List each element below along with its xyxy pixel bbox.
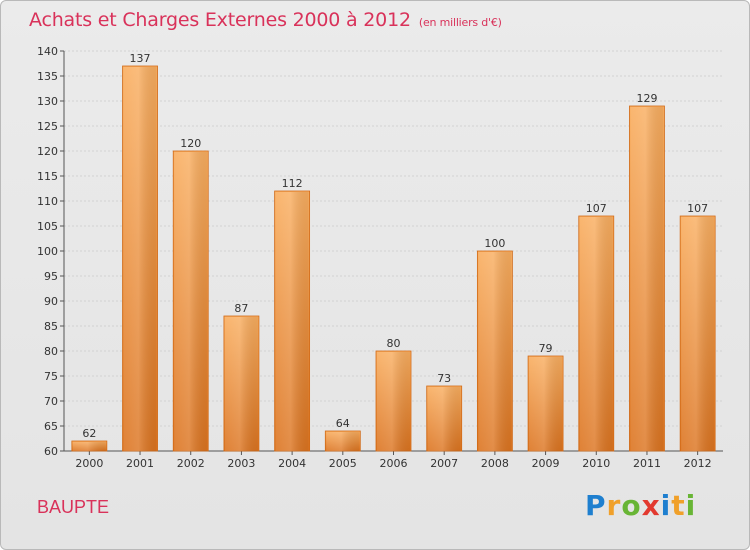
chart-title: Achats et Charges Externes 2000 à 2012 (e… xyxy=(29,9,502,31)
y-tick-label: 60 xyxy=(44,445,58,458)
x-tick-label: 2000 xyxy=(75,457,103,470)
x-tick-label: 2008 xyxy=(481,457,509,470)
y-tick-label: 65 xyxy=(44,420,58,433)
bar-shine xyxy=(224,317,258,451)
x-tick-label: 2011 xyxy=(633,457,661,470)
bar-value-label: 62 xyxy=(82,427,96,440)
bar-shine xyxy=(174,152,208,451)
bar-shine xyxy=(529,357,563,451)
y-tick-label: 80 xyxy=(44,345,58,358)
bar-value-label: 80 xyxy=(387,337,401,350)
proxiti-logo[interactable]: Proxiti xyxy=(585,489,696,522)
bar-value-label: 120 xyxy=(180,137,201,150)
bar-shine xyxy=(72,442,106,451)
y-tick-label: 115 xyxy=(37,170,58,183)
logo-letter: r xyxy=(606,489,622,522)
bar-value-label: 112 xyxy=(282,177,303,190)
x-tick-label: 2012 xyxy=(684,457,712,470)
y-tick-label: 75 xyxy=(44,370,58,383)
x-tick-label: 2006 xyxy=(380,457,408,470)
town-name: BAUPTE xyxy=(37,497,110,517)
logo-letter: o xyxy=(621,489,642,522)
bar-shine xyxy=(326,432,360,451)
bar-value-label: 107 xyxy=(586,202,607,215)
bar-shine xyxy=(275,192,309,451)
logo-letter: x xyxy=(641,489,661,522)
bar-value-label: 107 xyxy=(687,202,708,215)
bar-value-label: 100 xyxy=(484,237,505,250)
x-tick-label: 2002 xyxy=(177,457,205,470)
y-tick-label: 120 xyxy=(37,145,58,158)
x-tick-label: 2005 xyxy=(329,457,357,470)
x-tick-label: 2007 xyxy=(430,457,458,470)
x-tick-label: 2003 xyxy=(227,457,255,470)
bar-shine xyxy=(123,67,157,451)
y-tick-label: 140 xyxy=(37,45,58,58)
bar-shine xyxy=(630,107,664,451)
logo-letter: P xyxy=(585,489,607,522)
chart-title-text: Achats et Charges Externes 2000 à 2012 xyxy=(29,9,411,31)
y-tick-label: 105 xyxy=(37,220,58,233)
bar-shine xyxy=(427,387,461,451)
x-tick-label: 2004 xyxy=(278,457,306,470)
logo-letter: i xyxy=(685,489,697,522)
bar-shine xyxy=(579,217,613,451)
chart-unit: (en milliers d'€) xyxy=(418,16,502,29)
y-tick-label: 110 xyxy=(37,195,58,208)
bar-value-label: 79 xyxy=(539,342,553,355)
bar-value-label: 129 xyxy=(636,92,657,105)
bar-value-label: 64 xyxy=(336,417,350,430)
axes: 60 65 70 75 80 85 90 95 100 105 110 115 120 125 130 135… xyxy=(37,45,723,470)
bars: 62 137 120 87 112 64 80 73 100 79 107 129 107 xyxy=(71,52,716,452)
y-tick-label: 95 xyxy=(44,270,58,283)
bar-shine xyxy=(478,252,512,451)
y-tick-label: 135 xyxy=(37,70,58,83)
bar-value-label: 73 xyxy=(437,372,451,385)
bar-value-label: 87 xyxy=(234,302,248,315)
y-tick-label: 100 xyxy=(37,245,58,258)
logo-letter: t xyxy=(671,489,686,522)
y-tick-label: 70 xyxy=(44,395,58,408)
y-tick-label: 85 xyxy=(44,320,58,333)
bar-shine xyxy=(377,352,410,451)
x-tick-label: 2010 xyxy=(582,457,610,470)
bar-value-label: 137 xyxy=(130,52,151,65)
y-tick-label: 125 xyxy=(37,120,58,133)
bar-shine xyxy=(681,217,715,451)
x-tick-label: 2009 xyxy=(532,457,560,470)
x-tick-label: 2001 xyxy=(126,457,154,470)
logo-letter: i xyxy=(660,489,672,522)
y-tick-label: 130 xyxy=(37,95,58,108)
y-tick-label: 90 xyxy=(44,295,58,308)
